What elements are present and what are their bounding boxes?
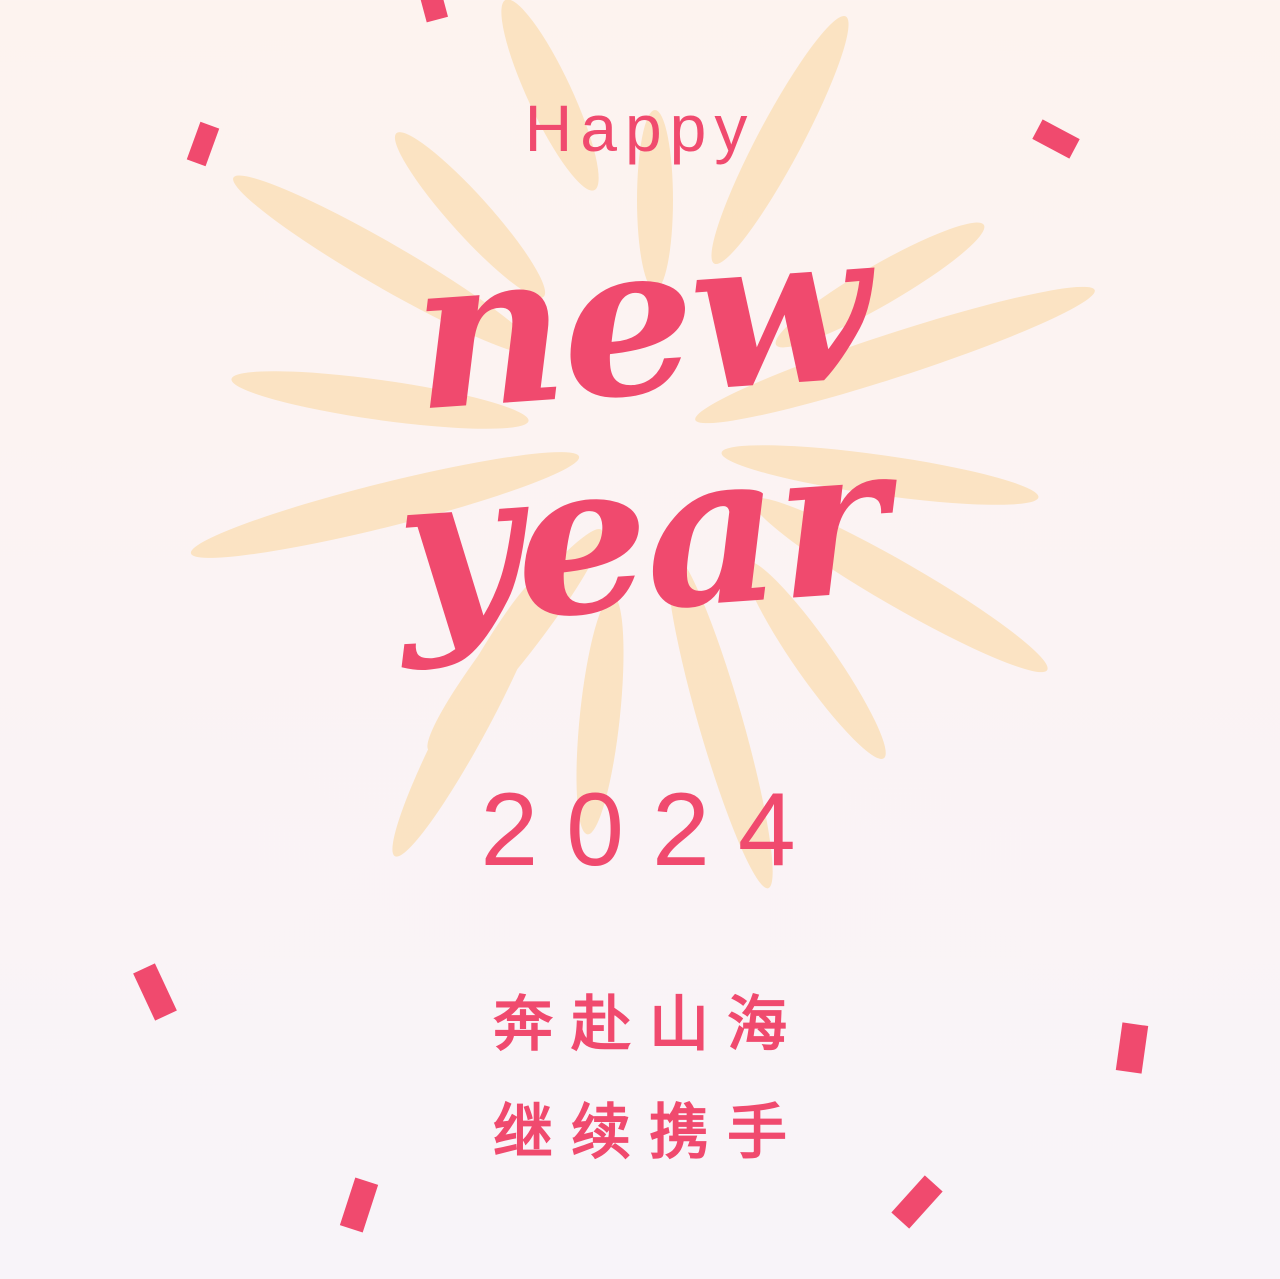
happy-heading: Happy: [524, 91, 756, 165]
message-line-1: 奔赴山海: [493, 990, 805, 1060]
message-line-2: 继续携手: [493, 1098, 805, 1168]
year-number: 2024: [480, 772, 824, 888]
